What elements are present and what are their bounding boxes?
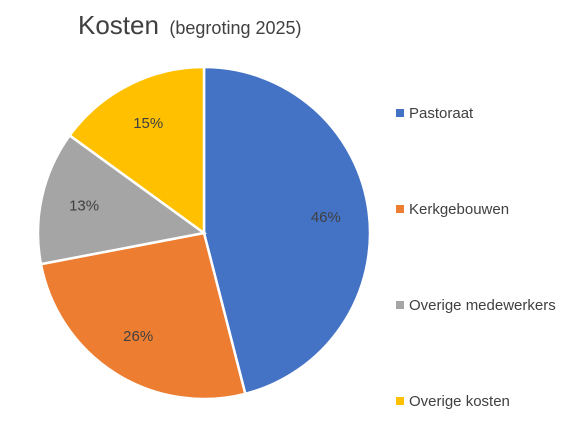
slice-data-label-1: 26% — [123, 328, 153, 345]
slice-data-label-0: 46% — [311, 209, 341, 226]
pie-slice-1 — [39, 231, 247, 401]
legend-item-0: Pastoraat — [396, 103, 473, 123]
pie-slice-3 — [67, 65, 206, 236]
chart-title: Kosten (begroting 2025) — [78, 10, 302, 41]
pie-slice-2 — [36, 133, 208, 266]
legend-label-2: Overige medewerkers — [409, 296, 556, 314]
legend-item-1: Kerkgebouwen — [396, 199, 509, 219]
slice-data-label-3: 15% — [133, 115, 163, 132]
slice-data-label-2: 13% — [69, 198, 99, 215]
legend-label-1: Kerkgebouwen — [409, 200, 510, 218]
chart-title-main: Kosten — [78, 10, 159, 40]
legend-swatch-0 — [396, 109, 404, 117]
legend-item-2: Overige medewerkers — [396, 295, 556, 315]
pie-slice-0 — [202, 65, 372, 396]
legend-label-3: Overige kosten — [409, 392, 510, 410]
legend-item-3: Overige kosten — [396, 391, 510, 411]
legend-swatch-1 — [396, 205, 404, 213]
legend-swatch-2 — [396, 301, 404, 309]
legend-label-0: Pastoraat — [409, 104, 474, 122]
legend-swatch-3 — [396, 397, 404, 405]
chart-subtitle: (begroting 2025) — [169, 18, 302, 38]
